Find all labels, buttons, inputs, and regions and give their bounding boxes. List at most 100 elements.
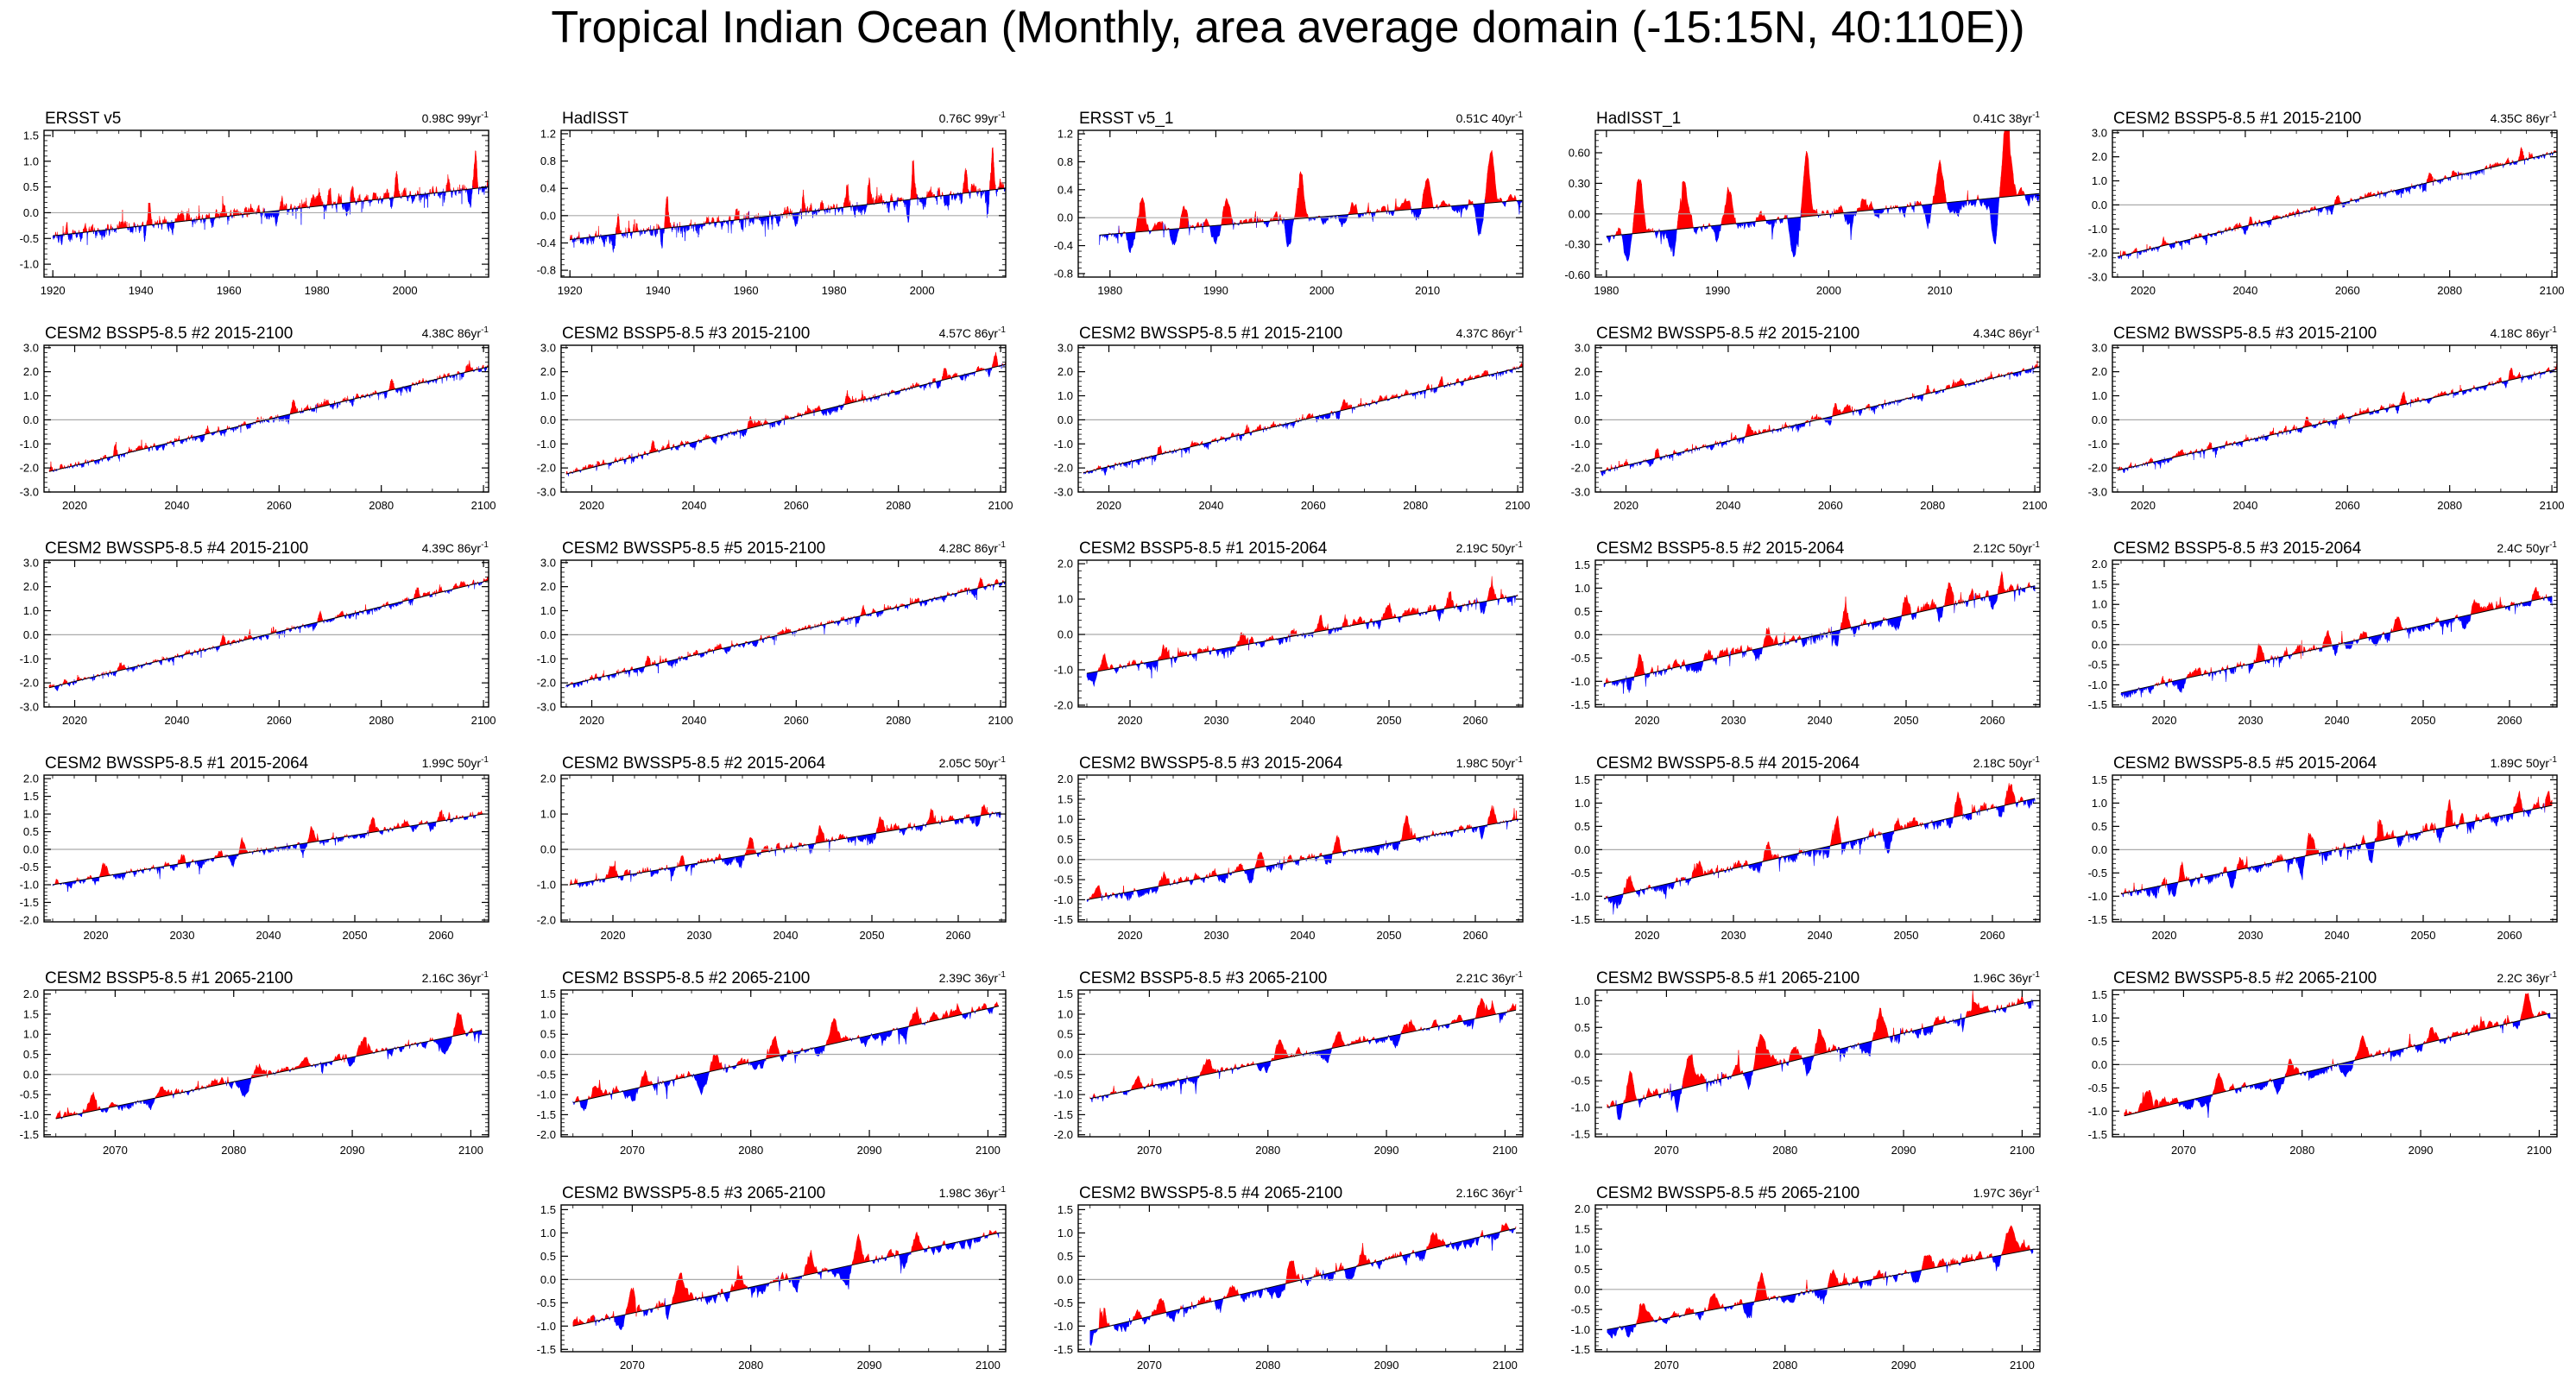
x-tick-label: 2100	[988, 714, 1013, 727]
panel-stat-exponent: -1	[998, 970, 1006, 980]
y-tick-label: 1.0	[2092, 598, 2107, 611]
y-tick-label: -1.0	[2088, 678, 2107, 691]
x-tick-label: 2030	[1204, 714, 1229, 727]
panel-stat: 0.51C 40yr-1	[1456, 110, 1524, 125]
trend-line	[565, 363, 1006, 475]
trend-line	[48, 366, 489, 472]
x-tick-label: 1990	[1705, 284, 1730, 297]
x-tick-label: 2070	[1654, 1144, 1679, 1157]
y-tick-label: 1.5	[23, 129, 39, 142]
panel-stat-exponent: -1	[1515, 325, 1523, 335]
panel-title: CESM2 BWSSP5-8.5 #2 2065-2100	[2113, 969, 2377, 987]
x-tick-label: 2030	[2238, 929, 2263, 942]
y-tick-label: -1.0	[20, 1108, 39, 1121]
y-tick-label: 2.0	[1058, 773, 1073, 785]
panel-stat-exponent: -1	[2549, 755, 2557, 765]
trend-line	[1603, 585, 2036, 684]
negative-anomaly-area	[584, 1233, 1000, 1331]
panel-stat-exponent: -1	[1515, 755, 1523, 765]
x-tick-label: 2060	[1980, 714, 2005, 727]
x-tick-label: 1980	[305, 284, 330, 297]
y-tick-label: -2.0	[20, 913, 39, 926]
y-tick-label: -3.0	[537, 701, 556, 714]
y-tick-label: 0.0	[1058, 628, 1073, 641]
positive-anomaly-area	[2124, 993, 2548, 1116]
x-tick-label: 2100	[2527, 1144, 2552, 1157]
y-tick-label: 1.2	[1058, 128, 1073, 141]
chart-panel: -3.0 -2.0 -1.0 0.0 1.0 2.0 3.0 2020 2040 2060 2080…	[537, 539, 1013, 727]
y-tick-label: 0.8	[540, 155, 556, 167]
x-tick-label: 1920	[558, 284, 583, 297]
y-tick-label: -0.4	[537, 237, 556, 249]
y-tick-label: -1.0	[537, 1088, 556, 1101]
x-tick-label: 2050	[1894, 929, 1919, 942]
panel-stat: 2.39C 36yr-1	[939, 970, 1007, 985]
y-tick-label: -1.5	[2088, 698, 2107, 711]
y-tick-label: 0.0	[1575, 413, 1590, 426]
panel-stat: 1.89C 50yr-1	[2491, 755, 2558, 770]
y-tick-label: 1.0	[1058, 593, 1073, 606]
chart-panel: -0.8 -0.4 0.0 0.4 0.8 1.2 1980 1990 2000 2010 ERSS…	[1054, 110, 1524, 297]
y-tick-label: 2.0	[23, 580, 39, 593]
x-tick-label: 2000	[393, 284, 418, 297]
y-tick-label: 0.0	[23, 843, 39, 856]
y-tick-label: 2.0	[1575, 365, 1590, 378]
y-tick-label: 0.0	[1058, 413, 1073, 426]
x-tick-label: 2080	[886, 714, 911, 727]
panel-title: CESM2 BWSSP5-8.5 #3 2015-2100	[2113, 325, 2377, 343]
y-tick-label: 1.5	[540, 1203, 556, 1216]
y-tick-label: 1.0	[540, 1007, 556, 1020]
y-tick-label: -0.8	[537, 264, 556, 277]
x-tick-label: 2100	[1506, 499, 1531, 512]
x-tick-label: 2050	[1894, 714, 1919, 727]
plot-frame	[43, 989, 489, 1138]
x-tick-label: 2040	[1198, 499, 1223, 512]
x-tick-label: 2050	[2411, 714, 2436, 727]
panel-stat: 2.12C 50yr-1	[1973, 540, 2041, 555]
trend-line	[1086, 595, 1518, 674]
x-tick-label: 2040	[1715, 499, 1740, 512]
panel-title: CESM2 BWSSP5-8.5 #4 2065-2100	[1079, 1184, 1342, 1202]
y-tick-label: 0.0	[540, 413, 556, 426]
panel-title: ERSST v5	[45, 110, 121, 128]
y-tick-label: -3.0	[537, 486, 556, 499]
negative-anomaly-area	[1086, 595, 1517, 687]
negative-anomaly-area	[2120, 596, 2553, 699]
panel-title: CESM2 BSSP5-8.5 #2 2015-2064	[1596, 539, 1845, 558]
negative-anomaly-area	[2118, 151, 2557, 260]
chart-panel: -1.5 -1.0 -0.5 0.0 0.5 1.0 1.5 2020 2030 2040 2050…	[1571, 539, 2041, 727]
negative-anomaly-area	[1601, 365, 2039, 477]
y-tick-label: 1.0	[1575, 389, 1590, 402]
x-tick-label: 2090	[2409, 1144, 2434, 1157]
y-tick-label: 0.0	[540, 1273, 556, 1286]
y-tick-label: -2.0	[2088, 247, 2107, 260]
plot-frame	[2112, 989, 2558, 1138]
positive-anomaly-area	[1610, 129, 2025, 237]
x-tick-label: 2020	[2131, 499, 2156, 512]
y-tick-label: -2.0	[1054, 1128, 1073, 1141]
y-tick-label: 1.5	[23, 1007, 39, 1020]
x-tick-label: 2020	[1635, 929, 1660, 942]
x-tick-label: 2080	[2437, 499, 2462, 512]
chart-panel: -3.0 -2.0 -1.0 0.0 1.0 2.0 3.0 2020 2040 2060 2080…	[537, 325, 1013, 512]
panel-title: CESM2 BWSSP5-8.5 #3 2015-2064	[1079, 754, 1343, 773]
panel-stat-exponent: -1	[2032, 540, 2040, 550]
negative-anomaly-area	[1603, 585, 2036, 694]
y-tick-label: -1.0	[2088, 223, 2107, 236]
y-tick-label: 0.5	[1575, 1021, 1590, 1034]
negative-anomaly-area	[1608, 999, 2034, 1120]
x-tick-label: 2010	[1928, 284, 1953, 297]
y-tick-label: -0.5	[537, 1296, 556, 1309]
x-tick-label: 2080	[1255, 1144, 1280, 1157]
panel-stat: 1.99C 50yr-1	[422, 755, 489, 770]
negative-anomaly-area	[2122, 369, 2555, 474]
y-tick-label: 1.5	[1575, 773, 1590, 786]
y-tick-label: -1.5	[1054, 1108, 1073, 1121]
y-tick-label: 0.0	[2092, 843, 2107, 856]
y-tick-label: 0.00	[1569, 207, 1590, 220]
x-tick-label: 2060	[2335, 499, 2360, 512]
x-tick-label: 2100	[458, 1144, 483, 1157]
y-tick-label: 2.0	[540, 773, 556, 785]
panel-stat-exponent: -1	[998, 755, 1006, 765]
y-tick-label: 2.0	[1058, 558, 1073, 571]
